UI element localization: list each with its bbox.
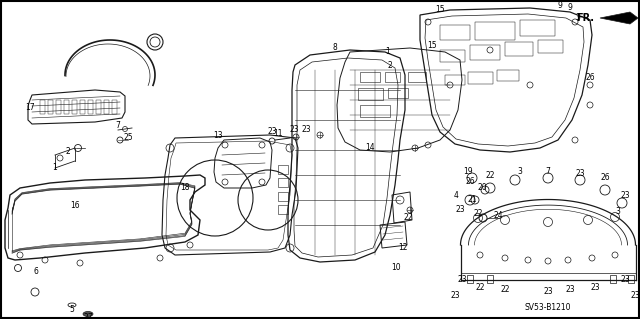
Text: 22: 22 [403,213,413,222]
Text: 26: 26 [600,174,610,182]
Bar [112,100,117,114]
Bar [72,100,77,114]
Text: 23: 23 [543,286,553,295]
Bar [360,105,390,117]
Text: 22: 22 [485,170,495,180]
Text: 4: 4 [454,190,458,199]
Bar [80,100,85,114]
Text: 2: 2 [388,61,392,70]
Bar [385,72,400,82]
Text: 10: 10 [391,263,401,272]
Text: 7: 7 [116,122,120,130]
Text: 13: 13 [213,130,223,139]
Text: 16: 16 [70,201,80,210]
Bar [445,75,465,85]
Text: 22: 22 [500,286,509,294]
Text: 21: 21 [467,196,477,204]
Text: 15: 15 [427,41,437,49]
Bar [440,25,470,40]
Text: 23: 23 [289,125,299,135]
Text: 6: 6 [33,268,38,277]
Bar [468,72,493,84]
Text: 23: 23 [450,291,460,300]
Text: 23: 23 [455,205,465,214]
Text: 17: 17 [25,103,35,113]
Bar [278,165,288,174]
Text: 3: 3 [616,207,620,217]
Text: 1: 1 [386,48,390,56]
Text: SV53-B1210: SV53-B1210 [525,303,572,313]
Text: 22: 22 [476,283,484,292]
Bar [278,178,288,187]
Bar [520,20,555,36]
Bar [475,22,515,40]
Bar [538,40,563,53]
Bar [104,100,109,114]
Bar [358,88,383,100]
Polygon shape [600,12,638,24]
Text: 18: 18 [180,183,189,192]
Bar [48,100,53,114]
Bar [505,42,533,56]
Text: 7: 7 [545,167,550,176]
Text: 19: 19 [463,167,473,176]
Text: 26: 26 [465,177,475,187]
Text: 23: 23 [457,276,467,285]
Text: 23: 23 [630,291,640,300]
Bar [88,100,93,114]
Bar [497,70,519,81]
Text: 15: 15 [435,5,445,14]
Text: 22: 22 [473,209,483,218]
Bar [360,72,380,82]
Text: 12: 12 [398,243,408,253]
Ellipse shape [83,311,93,316]
Text: 23: 23 [267,128,277,137]
Text: FR.: FR. [576,13,594,23]
Bar [388,88,408,98]
Text: 25: 25 [123,132,133,142]
Text: 3: 3 [575,13,580,23]
Text: 20: 20 [477,182,487,191]
Bar [64,100,69,114]
Bar [628,275,634,283]
Bar [96,100,101,114]
Text: 23: 23 [620,190,630,199]
Bar [40,100,45,114]
Text: 3: 3 [518,167,522,176]
Bar [610,275,616,283]
Text: 9: 9 [568,4,572,12]
Text: 23: 23 [620,276,630,285]
Bar [278,192,288,201]
Bar [467,275,473,283]
Text: 1: 1 [52,164,58,173]
Text: 23: 23 [575,168,585,177]
Bar [56,100,61,114]
Text: 24: 24 [493,211,503,219]
Text: 5: 5 [70,306,74,315]
Bar [440,50,465,62]
Text: 8: 8 [333,43,337,53]
Text: 11: 11 [273,130,283,138]
Bar [487,275,493,283]
Bar [278,205,288,214]
Text: 27: 27 [83,314,93,319]
Bar [470,45,500,60]
Text: 26: 26 [585,73,595,83]
Text: 23: 23 [590,283,600,292]
Text: 2: 2 [66,147,70,157]
Bar [408,72,426,82]
Text: 23: 23 [565,286,575,294]
Text: 23: 23 [301,125,311,135]
Text: 14: 14 [365,144,375,152]
Text: 9: 9 [557,1,563,10]
